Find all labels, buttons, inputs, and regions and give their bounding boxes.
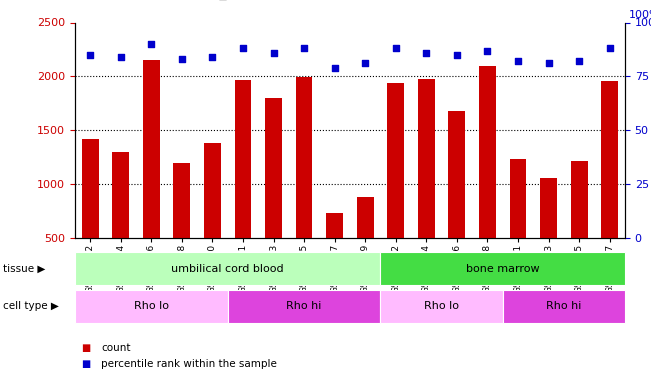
Bar (387, 83, 404, 238)
Bar (82, 139, 98, 238)
Point (329, 65, 340, 71)
Point (391, 45, 401, 51)
Text: percentile rank within the sample: percentile rank within the sample (101, 359, 277, 369)
Bar (418, 79, 435, 238)
Point (176, 56, 187, 62)
Text: ■: ■ (81, 343, 90, 352)
Bar (602, 81, 618, 238)
Point (544, 60, 554, 66)
Bar (540, 178, 557, 238)
Text: Rho hi: Rho hi (286, 301, 322, 311)
Bar (143, 60, 159, 238)
Text: umbilical cord blood: umbilical cord blood (171, 264, 284, 273)
Bar (510, 159, 527, 238)
Text: cell type ▶: cell type ▶ (3, 301, 59, 311)
Point (574, 58, 585, 64)
Text: tissue ▶: tissue ▶ (3, 264, 46, 273)
Point (605, 45, 615, 51)
Text: Rho lo: Rho lo (424, 301, 459, 311)
Bar (265, 98, 282, 238)
Bar (326, 213, 343, 238)
Bar (357, 197, 374, 238)
Point (146, 41, 156, 47)
Bar (204, 143, 221, 238)
Text: 100%: 100% (629, 10, 651, 20)
Bar (173, 163, 190, 238)
Point (452, 52, 462, 58)
Point (85, 52, 95, 58)
Bar (234, 80, 251, 238)
Bar (296, 78, 312, 238)
Point (360, 60, 370, 66)
Text: Rho hi: Rho hi (546, 301, 581, 311)
Point (238, 45, 248, 51)
Bar (479, 66, 496, 238)
Bar (449, 111, 465, 238)
Text: count: count (101, 343, 130, 352)
Point (115, 54, 126, 60)
Text: bone marrow: bone marrow (466, 264, 540, 273)
Point (421, 50, 432, 56)
Point (268, 50, 279, 56)
Text: ■: ■ (81, 359, 90, 369)
Bar (571, 160, 587, 238)
Bar (113, 152, 129, 238)
Text: Rho lo: Rho lo (133, 301, 169, 311)
Point (482, 48, 493, 54)
Point (513, 58, 523, 64)
Point (299, 45, 309, 51)
Point (207, 54, 217, 60)
